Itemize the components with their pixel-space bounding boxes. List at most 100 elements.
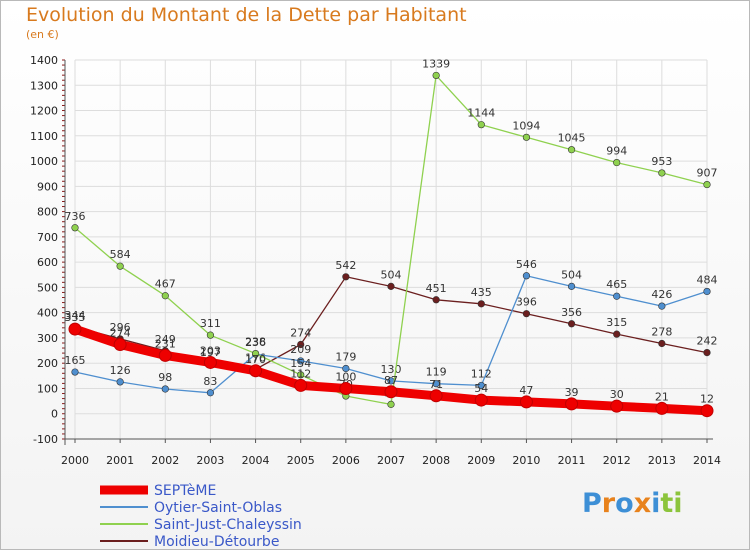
- data-label: 278: [651, 325, 672, 338]
- data-label: 197: [200, 346, 221, 359]
- data-label: 356: [561, 306, 582, 319]
- data-point: [161, 385, 169, 393]
- data-label: 1144: [467, 107, 495, 120]
- data-label: 126: [110, 364, 131, 377]
- data-label: 54: [474, 382, 488, 395]
- data-point: [339, 381, 353, 395]
- data-label: 179: [335, 351, 356, 364]
- data-point: [432, 71, 440, 80]
- data-point: [474, 393, 488, 407]
- data-point: [519, 395, 533, 409]
- y-tick-label: 0: [51, 408, 58, 421]
- data-label: 504: [561, 268, 582, 281]
- x-tick-label: 2011: [558, 454, 586, 467]
- legend-label: Moidieu-Détourbe: [154, 534, 279, 550]
- data-label: 39: [565, 386, 579, 399]
- data-label: 12: [700, 393, 714, 406]
- data-label: 1094: [512, 119, 540, 132]
- logo-letter: o: [615, 488, 634, 519]
- data-point: [477, 121, 485, 129]
- data-point: [613, 292, 621, 300]
- data-label: 238: [245, 336, 266, 349]
- data-point: [297, 340, 305, 349]
- data-point: [203, 355, 217, 369]
- data-point: [206, 389, 215, 397]
- data-label: 98: [158, 371, 172, 384]
- data-label: 203: [200, 344, 221, 357]
- data-label: 335: [65, 311, 86, 324]
- x-tick-label: 2005: [287, 454, 315, 467]
- y-tick-label: 1100: [30, 130, 58, 143]
- data-label: 112: [471, 367, 492, 380]
- data-point: [71, 368, 79, 376]
- data-point: [567, 146, 576, 154]
- data-point: [432, 380, 440, 388]
- data-point: [297, 371, 305, 379]
- x-tick-label: 2008: [422, 454, 450, 467]
- data-point: [658, 169, 666, 177]
- logo-letter: P: [582, 488, 602, 519]
- data-label: 504: [381, 268, 402, 281]
- data-label: 1339: [422, 57, 450, 70]
- legend-label: Oytier-Saint-Oblas: [154, 500, 282, 516]
- x-tick-label: 2001: [106, 454, 134, 467]
- data-point: [703, 348, 711, 357]
- data-point: [613, 158, 621, 167]
- data-label: 119: [426, 366, 447, 379]
- data-label: 584: [110, 248, 131, 261]
- data-point: [342, 364, 350, 373]
- data-point: [477, 300, 485, 308]
- data-point: [703, 180, 711, 189]
- data-point: [567, 320, 576, 328]
- data-label: 1045: [558, 132, 586, 145]
- data-label: 249: [155, 333, 176, 346]
- y-tick-label: 100: [37, 382, 58, 395]
- chart-unit-label: (en €): [26, 28, 59, 41]
- data-label: 231: [155, 337, 176, 350]
- y-tick-label: 900: [37, 180, 58, 193]
- data-point: [610, 399, 624, 413]
- data-label: 484: [697, 273, 718, 286]
- chart-title: Evolution du Montant de la Dette par Hab…: [26, 4, 467, 26]
- data-point: [384, 385, 398, 399]
- data-point: [342, 273, 350, 281]
- data-label: 435: [471, 286, 492, 299]
- x-tick-label: 2009: [467, 454, 495, 467]
- data-label: 165: [65, 354, 86, 367]
- data-point: [206, 331, 215, 339]
- y-tick-label: 600: [37, 256, 58, 269]
- data-point: [71, 224, 79, 232]
- data-point: [116, 262, 124, 270]
- data-label: 83: [203, 375, 217, 388]
- legend-label: SEPTèME: [154, 483, 216, 499]
- data-label: 112: [290, 367, 311, 380]
- data-label: 21: [655, 390, 669, 403]
- data-label: 994: [606, 145, 627, 158]
- data-label: 467: [155, 278, 176, 291]
- y-tick-label: 500: [37, 281, 58, 294]
- data-point: [703, 287, 711, 296]
- data-point: [655, 401, 669, 415]
- x-tick-label: 2013: [648, 454, 676, 467]
- data-label: 30: [610, 388, 624, 401]
- x-tick-label: 2007: [377, 454, 405, 467]
- x-tick-label: 2004: [242, 454, 270, 467]
- data-point: [658, 339, 666, 348]
- data-point: [700, 404, 714, 418]
- y-tick-label: 800: [37, 206, 58, 219]
- data-point: [294, 378, 308, 392]
- x-tick-label: 2012: [603, 454, 631, 467]
- data-label: 274: [110, 327, 131, 340]
- data-point: [613, 330, 621, 338]
- data-point: [658, 302, 666, 310]
- data-label: 274: [290, 327, 311, 340]
- logo-letter: t: [660, 488, 674, 519]
- data-point: [113, 338, 127, 352]
- data-point: [68, 322, 82, 336]
- data-point: [522, 272, 531, 280]
- data-point: [251, 349, 260, 358]
- data-point: [429, 389, 443, 403]
- x-tick-label: 2006: [332, 454, 360, 467]
